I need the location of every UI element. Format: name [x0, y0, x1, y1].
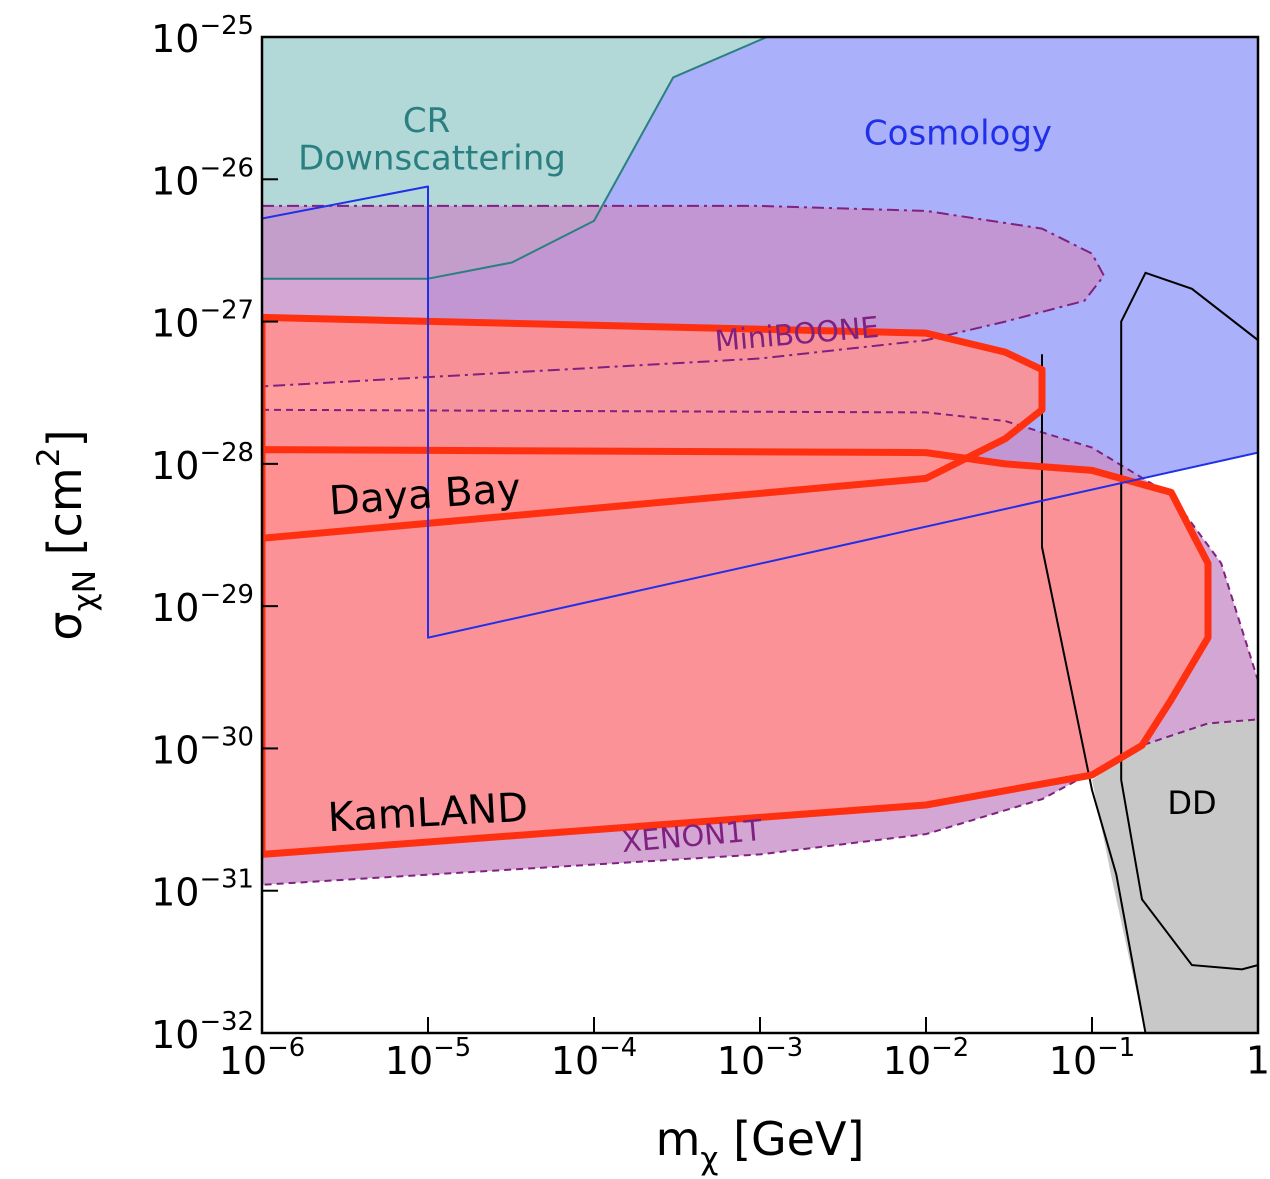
- x-tick-label: 10−4: [551, 1033, 637, 1083]
- y-tick-label: 10−30: [151, 722, 254, 772]
- region-label: KamLAND: [327, 785, 529, 841]
- region-label: Cosmology: [864, 114, 1052, 154]
- x-tick-label: 10−6: [219, 1033, 305, 1083]
- x-tick-label: 10−1: [1049, 1033, 1135, 1083]
- y-tick-label: 10−28: [151, 437, 254, 487]
- x-tick-label: 10−2: [883, 1033, 969, 1083]
- region-edge: [262, 446, 1212, 858]
- plot-area: [262, 37, 1258, 1033]
- region-edge: [262, 313, 1046, 542]
- region-edge: [262, 37, 1258, 639]
- y-tick-label: 10−26: [151, 153, 254, 203]
- region-label: DD: [1167, 784, 1216, 822]
- contour-line: [1120, 271, 1258, 971]
- contour-line: [1041, 354, 1147, 1033]
- region-edge: [262, 408, 1258, 886]
- y-tick-label: 10−29: [151, 580, 254, 630]
- y-tick-label: 10−27: [151, 295, 254, 345]
- y-axis-label: σχN [cm2]: [31, 429, 103, 640]
- x-tick-label: 10−3: [717, 1033, 803, 1083]
- y-tick-label: 10−31: [151, 864, 254, 914]
- region-edge: [262, 204, 1105, 388]
- region-label: CR Downscattering: [298, 101, 566, 178]
- region-fill: [1092, 719, 1258, 1033]
- region-fill: [262, 449, 1208, 855]
- x-tick-label: 1: [1246, 1039, 1270, 1083]
- y-tick-label: 10−32: [151, 1007, 254, 1057]
- x-axis-label: mχ [GeV]: [656, 1112, 865, 1178]
- y-tick-label: 10−25: [151, 11, 254, 61]
- x-tick-label: 10−5: [385, 1033, 471, 1083]
